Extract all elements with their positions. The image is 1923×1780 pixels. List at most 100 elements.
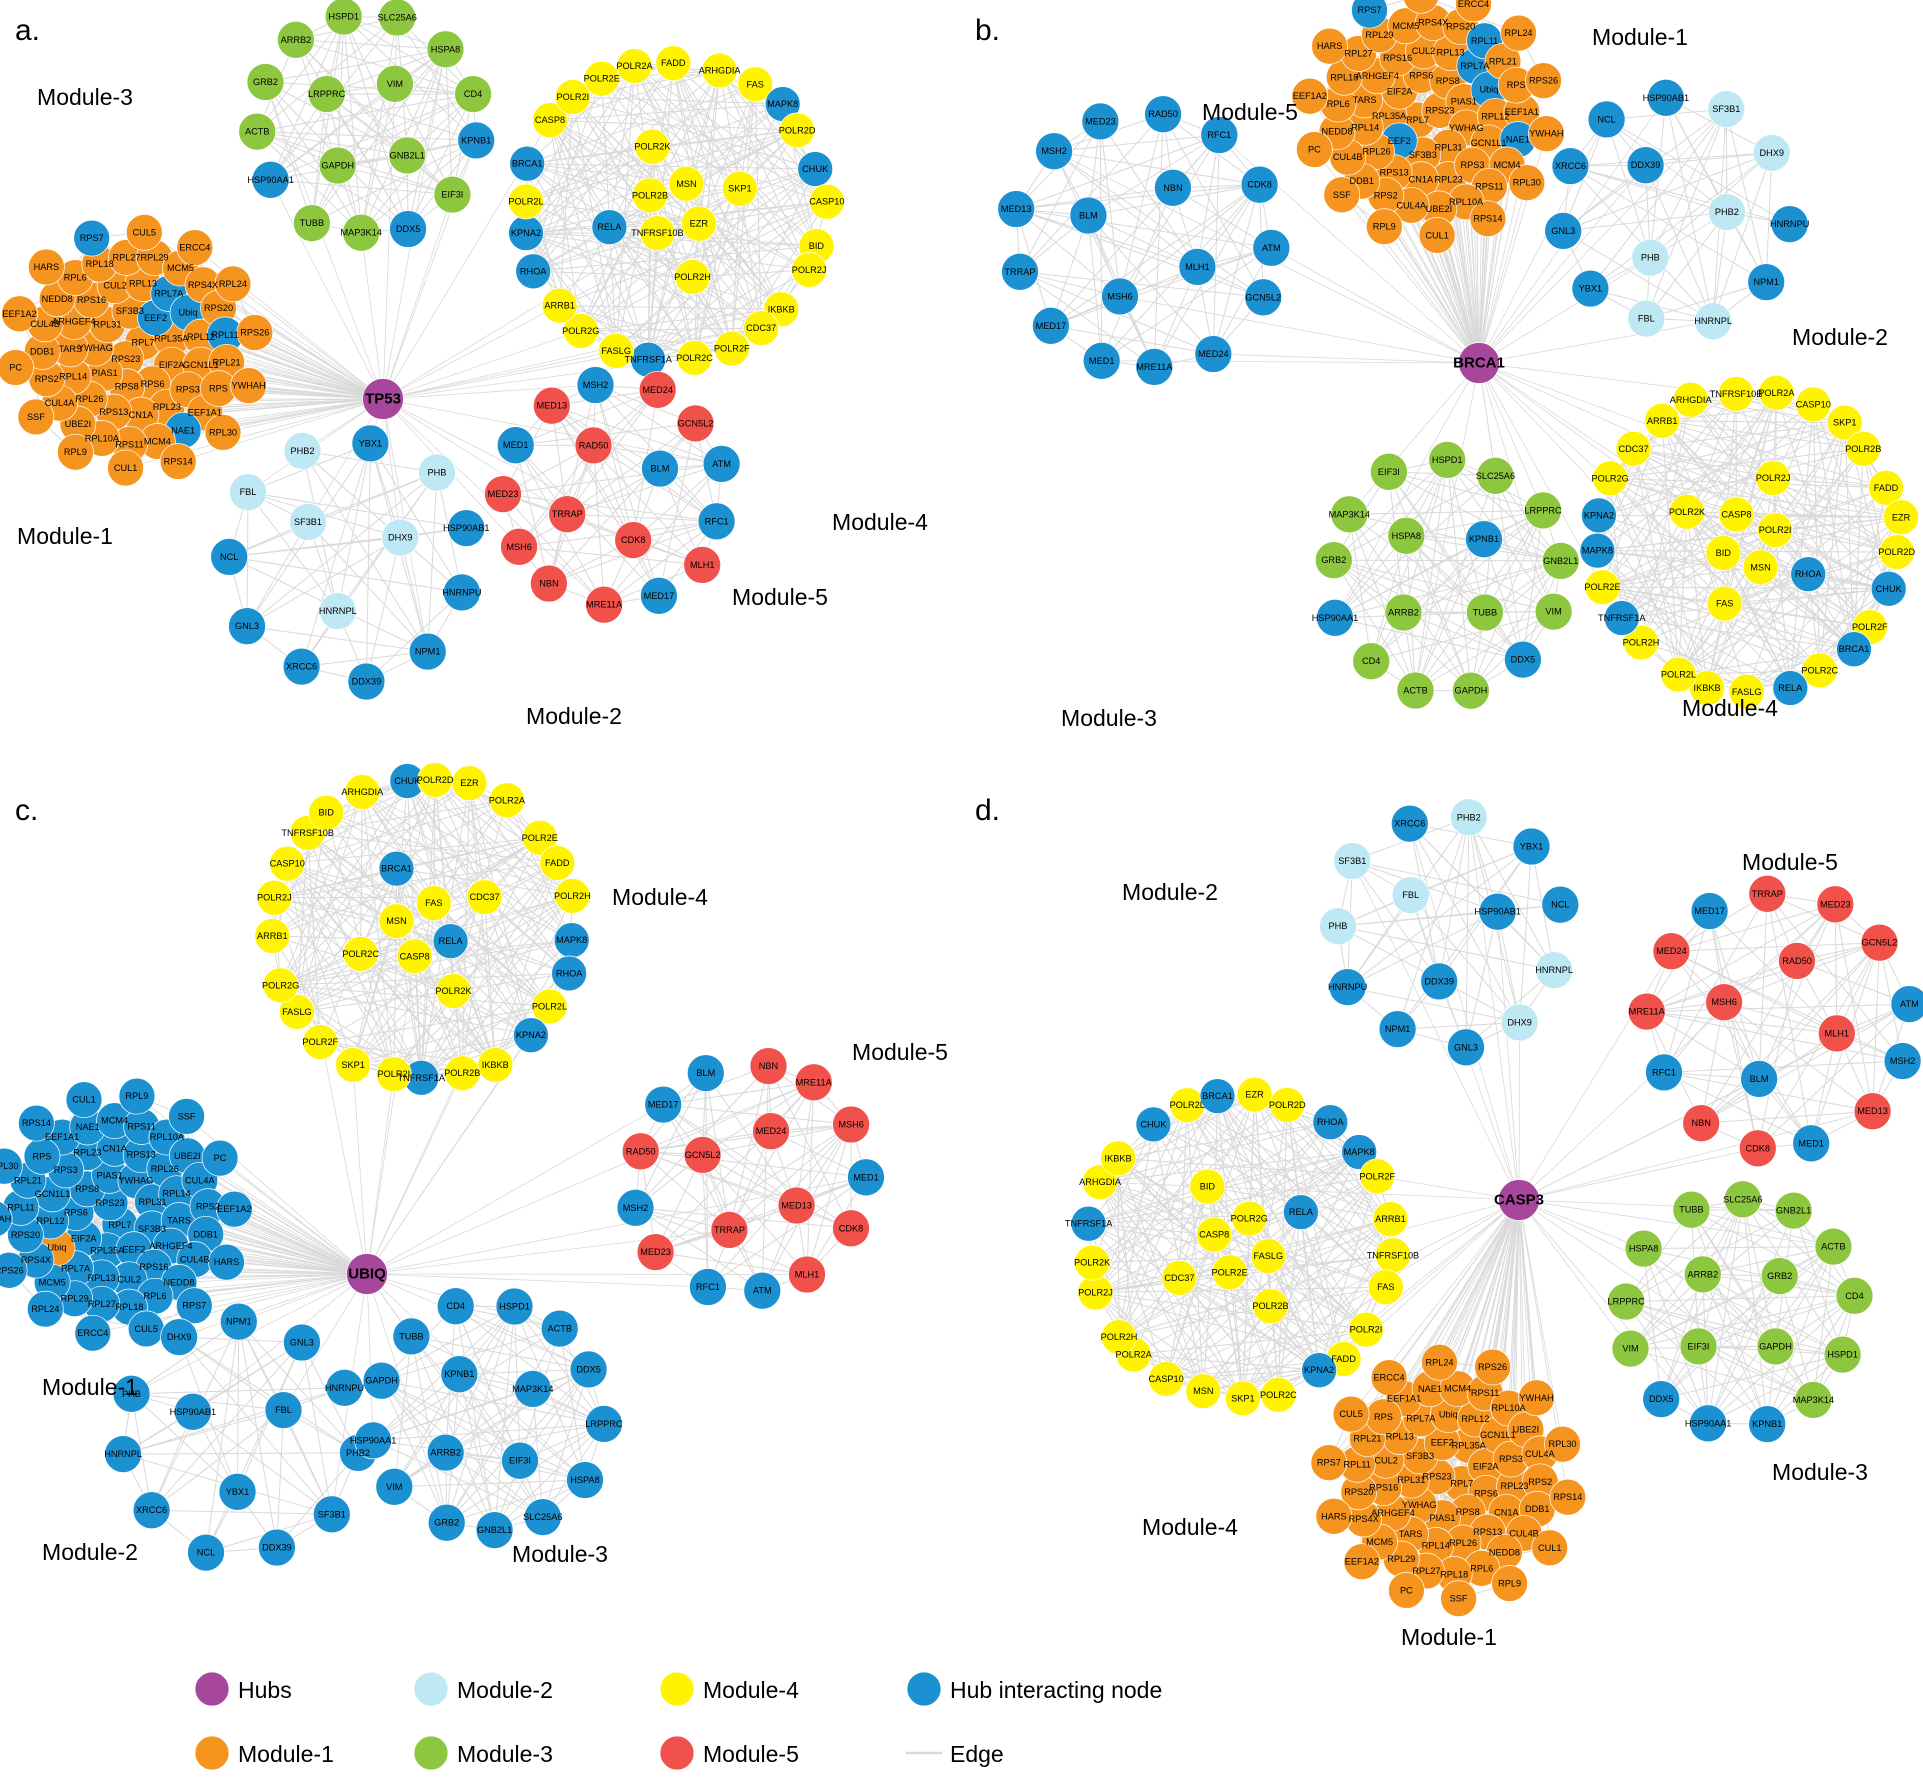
svg-text:HSP90AB1: HSP90AB1 xyxy=(443,523,489,533)
svg-text:FADD: FADD xyxy=(1874,483,1899,493)
svg-text:Module-4: Module-4 xyxy=(832,509,928,535)
svg-text:CDC37: CDC37 xyxy=(470,892,500,902)
svg-text:KPNB1: KPNB1 xyxy=(461,135,491,145)
svg-text:RPL30: RPL30 xyxy=(1513,178,1541,188)
svg-text:BRCA1: BRCA1 xyxy=(1453,355,1505,372)
svg-text:RPS26: RPS26 xyxy=(1529,76,1558,86)
svg-text:MAPK8: MAPK8 xyxy=(1344,1147,1375,1157)
svg-text:MCM5: MCM5 xyxy=(167,263,194,273)
svg-text:RPS7: RPS7 xyxy=(1317,1458,1341,1468)
svg-text:RPS11: RPS11 xyxy=(1471,1388,1499,1398)
svg-text:SLC25A6: SLC25A6 xyxy=(378,13,417,23)
svg-text:DDX39: DDX39 xyxy=(1631,160,1661,170)
svg-text:GCN5L2: GCN5L2 xyxy=(678,418,714,428)
svg-text:POLR2C: POLR2C xyxy=(342,949,379,959)
svg-text:Module-1: Module-1 xyxy=(42,1374,138,1400)
svg-text:RPS23: RPS23 xyxy=(1422,1472,1451,1482)
svg-text:Ubiq: Ubiq xyxy=(179,308,198,318)
svg-text:MSH2: MSH2 xyxy=(1041,146,1067,156)
svg-text:TUBB: TUBB xyxy=(399,1331,424,1341)
svg-text:LRPPRC: LRPPRC xyxy=(1524,505,1562,515)
svg-text:DHX9: DHX9 xyxy=(1507,1018,1532,1028)
svg-text:VIM: VIM xyxy=(1545,607,1561,617)
svg-text:YWHAH: YWHAH xyxy=(1529,129,1563,139)
svg-text:RPS16: RPS16 xyxy=(1383,53,1412,63)
svg-text:ARRB2: ARRB2 xyxy=(1388,608,1419,618)
svg-text:GNL3: GNL3 xyxy=(1551,226,1575,236)
svg-text:POLR2H: POLR2H xyxy=(1101,1332,1138,1342)
svg-text:HSP90AA1: HSP90AA1 xyxy=(1685,1418,1731,1428)
svg-text:RPL30: RPL30 xyxy=(0,1161,18,1171)
svg-text:RPS16: RPS16 xyxy=(139,1262,168,1272)
svg-text:RELA: RELA xyxy=(1289,1207,1314,1217)
svg-text:DHX9: DHX9 xyxy=(167,1332,192,1342)
svg-text:GNB2L1: GNB2L1 xyxy=(477,1525,512,1535)
svg-text:CASP10: CASP10 xyxy=(270,859,305,869)
svg-text:GCN1L1: GCN1L1 xyxy=(1480,1430,1516,1440)
svg-text:SF3B3: SF3B3 xyxy=(1406,1451,1434,1461)
svg-text:SF3B1: SF3B1 xyxy=(1338,856,1366,866)
svg-text:MLH1: MLH1 xyxy=(690,560,715,570)
svg-text:Module-1: Module-1 xyxy=(238,1741,334,1767)
svg-text:POLR2L: POLR2L xyxy=(1661,670,1696,680)
svg-text:CN1A: CN1A xyxy=(103,1143,128,1153)
svg-text:SSF: SSF xyxy=(178,1111,196,1121)
svg-text:POLR2A: POLR2A xyxy=(1758,388,1795,398)
svg-text:Module-5: Module-5 xyxy=(732,584,828,610)
svg-text:NCL: NCL xyxy=(1551,900,1569,910)
svg-text:ARHGDIA: ARHGDIA xyxy=(341,787,384,797)
svg-text:RPL27: RPL27 xyxy=(1345,49,1373,59)
svg-text:SLC25A6: SLC25A6 xyxy=(1723,1194,1762,1204)
svg-text:RPS2: RPS2 xyxy=(35,374,59,384)
svg-text:RPS13: RPS13 xyxy=(1380,168,1409,178)
svg-text:MAPK8: MAPK8 xyxy=(556,935,587,945)
svg-text:NAE1: NAE1 xyxy=(171,425,195,435)
svg-text:Module-4: Module-4 xyxy=(703,1677,799,1703)
svg-text:RPS7: RPS7 xyxy=(1357,5,1381,15)
svg-text:TNFRSF1A: TNFRSF1A xyxy=(1065,1219,1113,1229)
svg-text:ERCC4: ERCC4 xyxy=(1458,0,1489,9)
svg-text:CUL4B: CUL4B xyxy=(1333,152,1363,162)
svg-text:NBN: NBN xyxy=(1163,183,1182,193)
svg-text:TNFRSF10B: TNFRSF10B xyxy=(1367,1250,1420,1260)
svg-text:TNFRSF10B: TNFRSF10B xyxy=(631,228,684,238)
svg-text:MSH2: MSH2 xyxy=(583,380,609,390)
svg-text:POLR2A: POLR2A xyxy=(489,795,526,805)
svg-text:MED24: MED24 xyxy=(756,1126,787,1136)
svg-text:HSP90AA1: HSP90AA1 xyxy=(350,1435,396,1445)
svg-text:Module-1: Module-1 xyxy=(1592,24,1688,50)
svg-text:POLR2K: POLR2K xyxy=(1669,507,1706,517)
svg-text:RPL26: RPL26 xyxy=(1363,147,1391,157)
svg-text:CHUK: CHUK xyxy=(802,164,829,174)
svg-text:CDK8: CDK8 xyxy=(1247,180,1272,190)
svg-text:SLC25A6: SLC25A6 xyxy=(523,1512,562,1522)
svg-text:Module-4: Module-4 xyxy=(1142,1514,1238,1540)
svg-text:ACTB: ACTB xyxy=(1821,1242,1846,1252)
svg-text:MLH1: MLH1 xyxy=(1825,1028,1850,1038)
svg-text:RELA: RELA xyxy=(1778,683,1803,693)
svg-text:PC: PC xyxy=(9,363,22,373)
svg-text:RPS23: RPS23 xyxy=(111,354,140,364)
svg-text:RPL31: RPL31 xyxy=(1434,142,1462,152)
svg-text:PHB2: PHB2 xyxy=(1715,207,1739,217)
svg-text:CUL2: CUL2 xyxy=(103,281,127,291)
svg-text:EEF1A2: EEF1A2 xyxy=(1345,1557,1379,1567)
svg-text:RPS2: RPS2 xyxy=(1374,190,1398,200)
svg-text:RFC1: RFC1 xyxy=(705,516,729,526)
svg-text:HARS: HARS xyxy=(1321,1511,1347,1521)
svg-text:Module-5: Module-5 xyxy=(1742,849,1838,875)
svg-text:HARS: HARS xyxy=(1317,41,1343,51)
svg-text:BRCA1: BRCA1 xyxy=(1839,644,1870,654)
svg-text:POLR2E: POLR2E xyxy=(1211,1267,1247,1277)
svg-text:MSN: MSN xyxy=(1193,1386,1213,1396)
svg-text:RPL13: RPL13 xyxy=(129,279,157,289)
svg-text:MRE11A: MRE11A xyxy=(1629,1007,1666,1017)
svg-text:PHB: PHB xyxy=(1641,253,1660,263)
svg-text:POLR2F: POLR2F xyxy=(714,344,750,354)
svg-text:RPS20: RPS20 xyxy=(11,1230,40,1240)
svg-text:ERCC4: ERCC4 xyxy=(179,243,210,253)
svg-text:CUL1: CUL1 xyxy=(114,463,138,473)
svg-text:MRE11A: MRE11A xyxy=(1136,362,1173,372)
svg-text:BID: BID xyxy=(1200,1182,1216,1192)
svg-text:RPS14: RPS14 xyxy=(22,1118,51,1128)
